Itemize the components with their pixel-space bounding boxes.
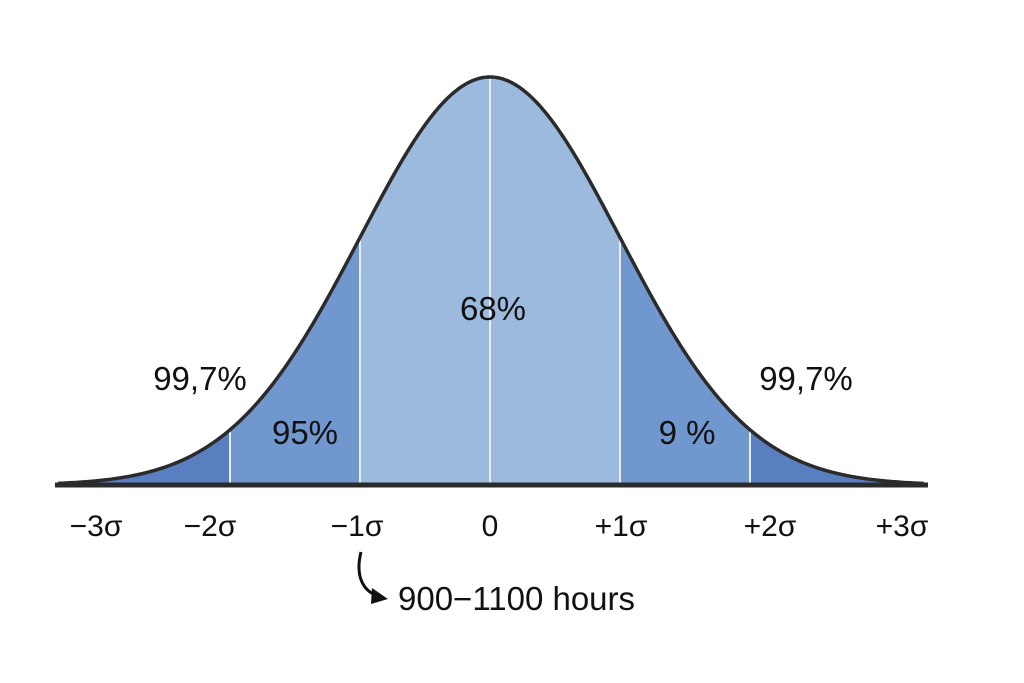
label-left-99-7: 99,7% — [153, 360, 247, 397]
label-left-95: 95% — [272, 414, 338, 451]
band-outer-right — [750, 429, 925, 485]
annotation-label: 900−1100 hours — [398, 580, 635, 617]
tick-label-plus-1: +1σ — [595, 510, 648, 543]
tick-label-plus-3: +3σ — [876, 510, 929, 543]
band-outer-left — [58, 429, 230, 485]
annotation-arrowhead-icon — [371, 588, 388, 604]
label-right-99-7: 99,7% — [759, 360, 853, 397]
bell-curve — [57, 75, 925, 486]
tick-label-plus-2: +2σ — [744, 510, 797, 543]
tick-label-minus-1: −1σ — [331, 510, 384, 543]
label-right-inner: 9 % — [659, 414, 716, 451]
annotation-arrow — [357, 551, 379, 598]
tick-label-zero: 0 — [482, 510, 499, 543]
tick-label-minus-3: −3σ — [70, 510, 123, 543]
label-center-68: 68% — [460, 290, 526, 327]
tick-label-minus-2: −2σ — [184, 510, 237, 543]
